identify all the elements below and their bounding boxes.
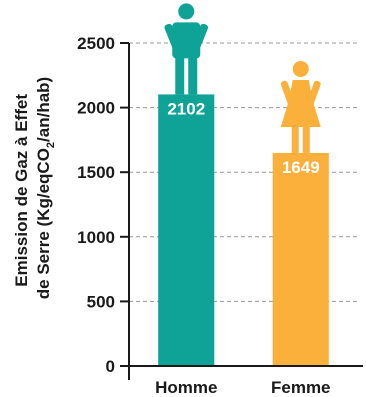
y-axis-title-line2: de Serre (Kg/eqCO2/an/hab): [34, 77, 57, 299]
bars: 2102 1649: [158, 94, 329, 366]
y-axis-title: Emission de Gaz à Effet de Serre (Kg/eqC…: [12, 77, 57, 299]
y-ticks: 0 500 1000 1500 2000 2500: [77, 34, 129, 376]
data-label: 1649: [282, 158, 320, 177]
bar-homme: [158, 94, 215, 366]
woman-icon: [280, 60, 321, 153]
y-axis-title-line1: Emission de Gaz à Effet: [12, 94, 31, 287]
person-icons: [164, 3, 321, 153]
x-category-label: Homme: [155, 378, 217, 397]
y-tick-label: 2500: [77, 34, 115, 53]
y-axis-title-line2-post: /an/hab): [34, 77, 53, 142]
man-icon: [164, 3, 209, 95]
x-category-label: Femme: [271, 378, 331, 397]
bar-femme: [272, 152, 329, 366]
y-tick-label: 1000: [77, 228, 115, 247]
y-tick-label: 1500: [77, 163, 115, 182]
y-tick-label: 500: [87, 292, 115, 311]
data-label: 2102: [167, 99, 205, 118]
y-axis-title-subscript: 2: [45, 142, 57, 148]
x-categories: Homme Femme: [155, 378, 330, 397]
y-axis-title-line2-pre: de Serre (Kg/eqCO: [34, 148, 53, 299]
y-tick-label: 2000: [77, 99, 115, 118]
y-tick-label: 0: [106, 357, 115, 376]
